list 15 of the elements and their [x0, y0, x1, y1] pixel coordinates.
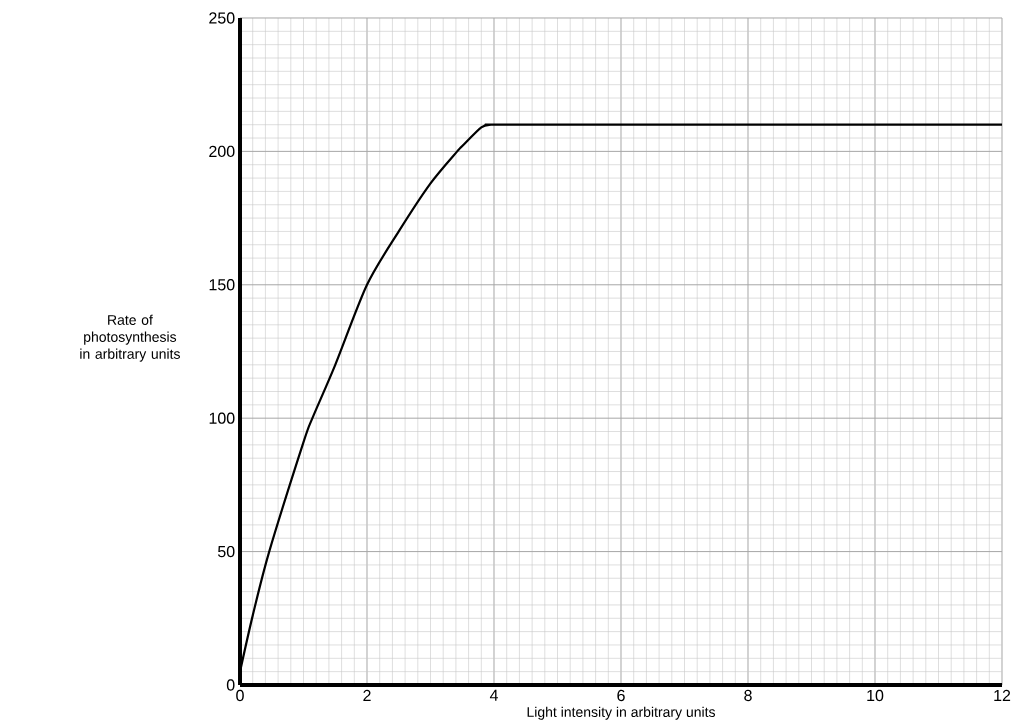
x-tick-label: 6 [617, 689, 625, 702]
x-tick-label: 10 [867, 689, 884, 702]
x-tick-label: 4 [489, 689, 498, 701]
x-tick-label: 8 [744, 689, 752, 702]
y-tick-label: 0 [226, 679, 235, 691]
y-tick-label: 100 [209, 412, 235, 424]
y-tick-label: 250 [209, 12, 235, 24]
x-axis-title: Light intensity in arbitrary units [527, 706, 716, 720]
y-axis-title: Rate of photosynthesis in arbitrary units [80, 314, 180, 362]
x-tick-label: 2 [363, 689, 371, 702]
y-tick-label: 200 [209, 145, 235, 158]
x-tick-label: 12 [994, 689, 1011, 702]
x-tick-label: 0 [236, 689, 244, 702]
y-tick-label: 150 [209, 279, 235, 291]
y-tick-label: 50 [217, 545, 235, 558]
